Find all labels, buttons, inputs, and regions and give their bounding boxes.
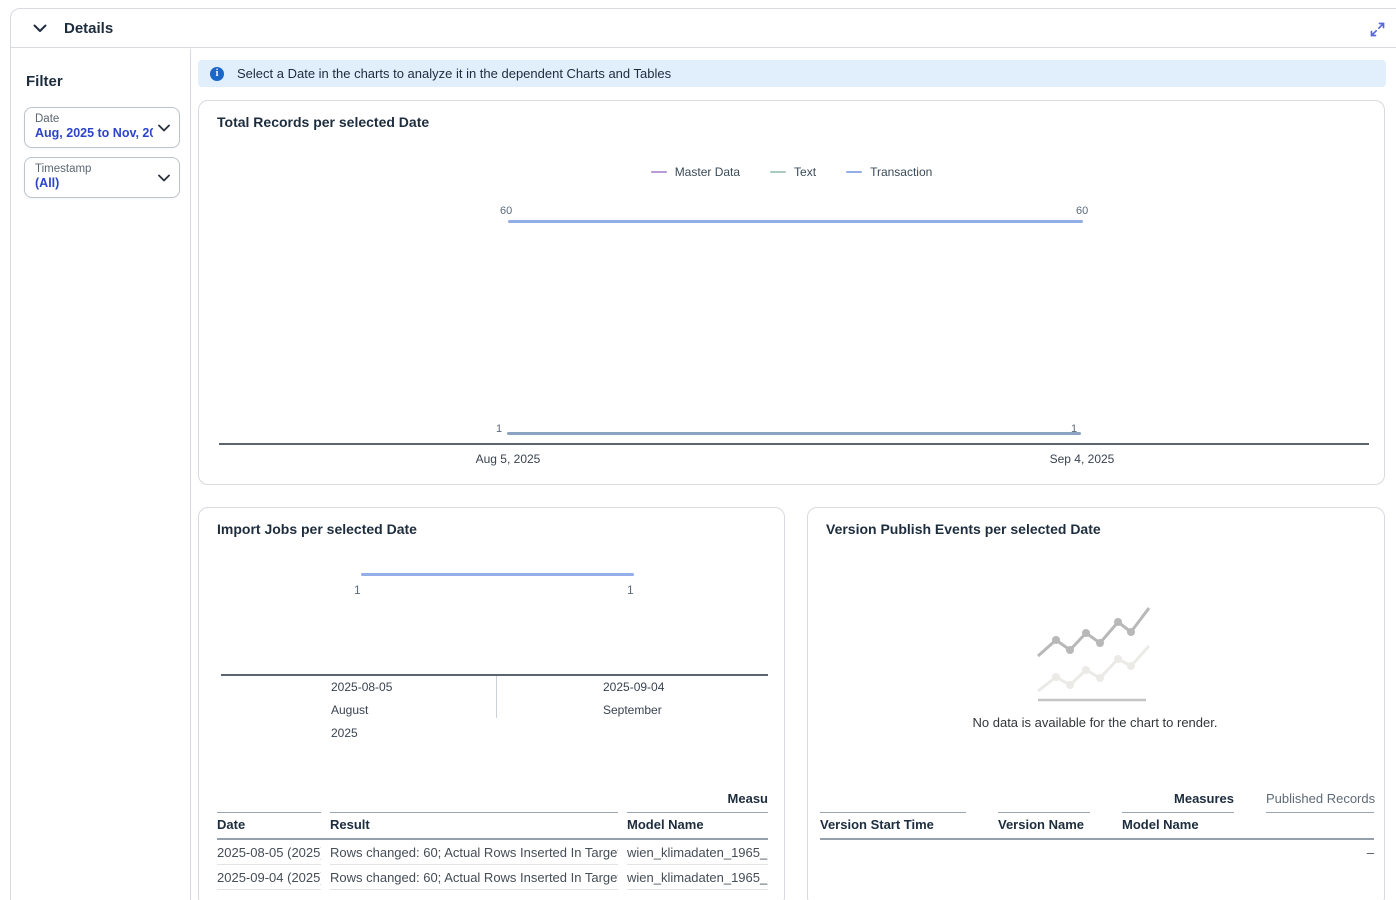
collapse-chevron-icon[interactable] xyxy=(33,24,47,33)
column-header-result[interactable]: Result xyxy=(330,812,618,838)
no-data-message: No data is available for the chart to re… xyxy=(972,715,1218,730)
column-header-date[interactable]: Date xyxy=(217,812,321,838)
import-jobs-card: Import Jobs per selected Date 1 1 2025-0… xyxy=(198,507,785,900)
version-publish-title: Version Publish Events per selected Date xyxy=(826,521,1101,537)
table-row: 2025-09-04 (2025) Rows changed: 60; Actu… xyxy=(217,865,768,890)
value-label: 1 xyxy=(627,583,634,597)
import-jobs-table: Measu Date Result Model Name 2025-08-05 … xyxy=(217,791,768,890)
timestamp-filter-dropdown[interactable]: Timestamp (All) xyxy=(24,157,180,198)
legend-item-transaction[interactable]: Transaction xyxy=(846,165,932,179)
import-jobs-line[interactable] xyxy=(361,573,634,576)
expand-icon xyxy=(1370,22,1384,36)
value-label: 1 xyxy=(1071,423,1078,435)
table-header-row: Date Result Model Name xyxy=(217,812,768,840)
measures-group-header: Measu xyxy=(727,791,768,806)
measures-group-header: Measures xyxy=(1174,791,1234,806)
table-header-row: Version Start Time Version Name Model Na… xyxy=(820,812,1374,840)
value-label: 60 xyxy=(500,205,513,217)
legend-marker xyxy=(846,170,863,174)
value-label: 1 xyxy=(496,423,503,435)
filter-heading: Filter xyxy=(26,73,63,90)
empty-value-cell: – xyxy=(1366,845,1374,860)
x-axis-group: 2025-08-05 August 2025 xyxy=(331,680,393,740)
chart-legend: Master Data Text Transaction xyxy=(199,165,1384,179)
x-axis xyxy=(221,674,768,676)
x-axis-label: Sep 4, 2025 xyxy=(1049,452,1115,466)
legend-marker xyxy=(770,170,787,174)
transaction-line[interactable] xyxy=(508,220,1083,223)
info-banner-text: Select a Date in the charts to analyze i… xyxy=(237,66,672,81)
column-header-version-start-time[interactable]: Version Start Time xyxy=(820,812,966,838)
master-data-text-line[interactable] xyxy=(507,432,1081,435)
expand-button[interactable] xyxy=(1365,17,1389,41)
chevron-down-icon xyxy=(158,174,170,182)
chevron-down-icon xyxy=(158,124,170,132)
timestamp-filter-value: (All) xyxy=(35,176,60,191)
x-axis-label: Aug 5, 2025 xyxy=(475,452,541,466)
version-publish-card: Version Publish Events per selected Date… xyxy=(807,507,1385,900)
total-records-card: Total Records per selected Date Master D… xyxy=(198,100,1385,485)
x-axis xyxy=(219,443,1369,445)
info-banner: i Select a Date in the charts to analyze… xyxy=(198,60,1386,87)
column-header-model-name[interactable]: Model Name xyxy=(627,812,768,838)
timestamp-filter-label: Timestamp xyxy=(35,163,92,175)
published-records-group-header: Published Records xyxy=(1266,791,1376,806)
legend-item-text[interactable]: Text xyxy=(770,165,816,179)
axis-divider xyxy=(496,676,497,718)
column-header-model-name[interactable]: Model Name xyxy=(1122,812,1234,838)
panel-header: Details xyxy=(11,9,1396,48)
value-label: 60 xyxy=(1076,205,1089,217)
x-axis-group: 2025-09-04 September xyxy=(603,680,665,717)
column-header-published-records[interactable] xyxy=(1266,812,1374,838)
date-filter-label: Date xyxy=(35,113,60,125)
filter-sidebar: Filter Date Aug, 2025 to Nov, 2025 Times… xyxy=(11,49,191,900)
page-title: Details xyxy=(64,19,114,37)
legend-marker xyxy=(650,170,667,174)
info-icon: i xyxy=(210,66,224,81)
total-records-title: Total Records per selected Date xyxy=(217,114,430,130)
table-row: 2025-08-05 (2025) Rows changed: 60; Actu… xyxy=(217,840,768,865)
table-row: – xyxy=(820,840,1374,864)
version-publish-table: Measures Published Records Version Start… xyxy=(820,791,1376,864)
date-filter-dropdown[interactable]: Date Aug, 2025 to Nov, 2025 xyxy=(24,107,180,148)
import-jobs-title: Import Jobs per selected Date xyxy=(217,521,417,537)
legend-item-master-data[interactable]: Master Data xyxy=(650,165,740,179)
date-filter-value: Aug, 2025 to Nov, 2025 xyxy=(35,126,153,141)
column-header-version-name[interactable]: Version Name xyxy=(998,812,1090,838)
value-label: 1 xyxy=(354,583,361,597)
no-data-chart-icon xyxy=(1037,607,1151,702)
